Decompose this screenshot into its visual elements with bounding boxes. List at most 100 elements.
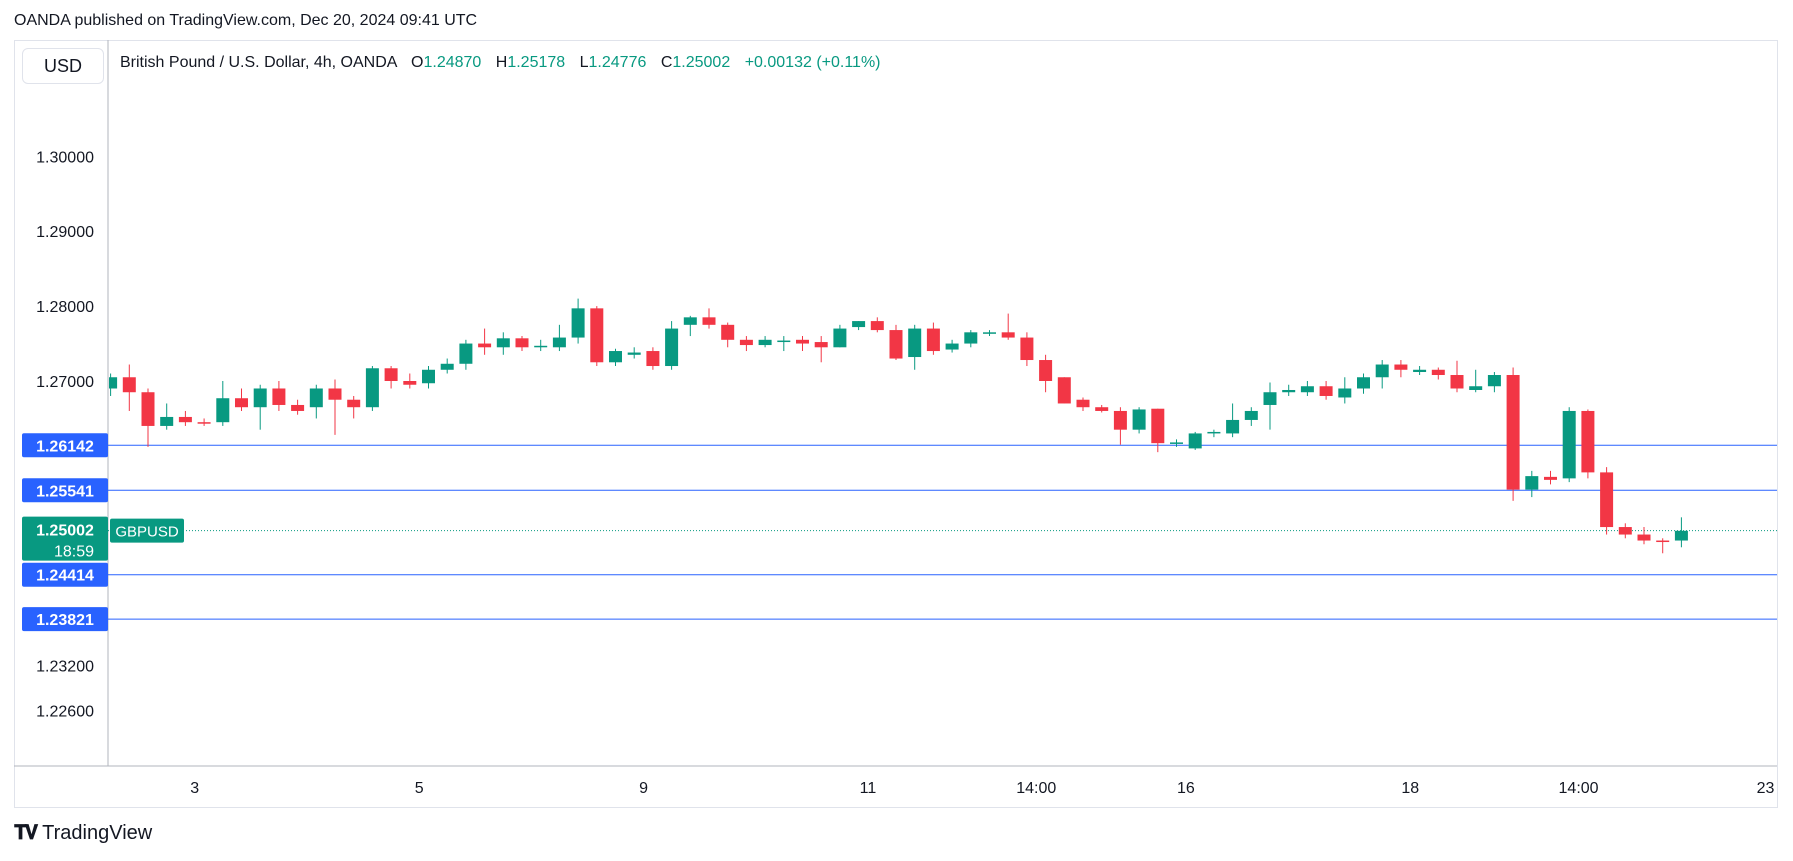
candle[interactable] bbox=[1431, 367, 1445, 380]
candle[interactable] bbox=[384, 366, 398, 389]
candle[interactable] bbox=[365, 366, 379, 411]
candle[interactable] bbox=[403, 373, 417, 389]
candle[interactable] bbox=[253, 384, 267, 430]
candle[interactable] bbox=[1656, 538, 1670, 554]
candle[interactable] bbox=[1095, 404, 1109, 413]
candle[interactable] bbox=[1151, 408, 1165, 453]
candle[interactable] bbox=[609, 348, 622, 367]
candle-body bbox=[758, 339, 772, 346]
candle[interactable] bbox=[141, 388, 155, 447]
candle[interactable] bbox=[1020, 332, 1034, 367]
candle[interactable] bbox=[758, 336, 772, 348]
candle-body bbox=[1487, 375, 1501, 387]
candle[interactable] bbox=[870, 317, 884, 333]
candle[interactable] bbox=[440, 358, 454, 374]
candle[interactable] bbox=[197, 418, 211, 426]
candle[interactable] bbox=[1357, 373, 1370, 394]
candle[interactable] bbox=[1413, 366, 1427, 376]
candle[interactable] bbox=[1618, 523, 1632, 539]
candle[interactable] bbox=[459, 339, 473, 370]
candle[interactable] bbox=[1375, 360, 1389, 389]
candle[interactable] bbox=[721, 322, 735, 348]
bar-countdown-label: 18:59 bbox=[54, 544, 94, 561]
candle[interactable] bbox=[1600, 467, 1614, 535]
candle-body bbox=[1600, 472, 1614, 528]
candle[interactable] bbox=[1487, 372, 1501, 393]
candle-body bbox=[1020, 337, 1034, 361]
candle[interactable] bbox=[216, 381, 230, 426]
candle[interactable] bbox=[1076, 397, 1090, 411]
candle[interactable] bbox=[272, 381, 286, 411]
x-tick-label: 23 bbox=[1757, 780, 1775, 797]
level-price-tag bbox=[22, 562, 108, 587]
candle[interactable] bbox=[590, 306, 604, 367]
x-tick-label: 11 bbox=[860, 780, 877, 797]
candle[interactable] bbox=[908, 324, 922, 370]
candle[interactable] bbox=[1544, 470, 1557, 485]
candle[interactable] bbox=[571, 298, 585, 344]
candle[interactable] bbox=[496, 332, 510, 355]
level-price-tag bbox=[22, 478, 108, 503]
candle[interactable] bbox=[739, 336, 753, 352]
currency-selector[interactable]: USD bbox=[22, 48, 104, 84]
candle[interactable] bbox=[122, 364, 136, 411]
candle[interactable] bbox=[1244, 407, 1258, 426]
candle[interactable] bbox=[702, 308, 716, 329]
candle[interactable] bbox=[178, 410, 192, 426]
candle[interactable] bbox=[833, 324, 847, 348]
candle[interactable] bbox=[1450, 360, 1464, 393]
candle[interactable] bbox=[1319, 381, 1333, 400]
candle[interactable] bbox=[1057, 377, 1071, 404]
candle[interactable] bbox=[1338, 377, 1352, 404]
candle[interactable] bbox=[422, 366, 435, 389]
candle[interactable] bbox=[291, 399, 305, 415]
candle[interactable] bbox=[1637, 527, 1651, 545]
candle[interactable] bbox=[1226, 403, 1240, 438]
candle[interactable] bbox=[160, 403, 174, 430]
candle[interactable] bbox=[1581, 409, 1595, 479]
candle[interactable] bbox=[1300, 381, 1314, 396]
candle[interactable] bbox=[1562, 407, 1576, 483]
candle[interactable] bbox=[627, 347, 641, 359]
candle[interactable] bbox=[1674, 517, 1688, 548]
candle[interactable] bbox=[1469, 369, 1483, 393]
candle[interactable] bbox=[109, 373, 118, 396]
candle[interactable] bbox=[478, 328, 492, 355]
candle[interactable] bbox=[646, 347, 660, 370]
candle[interactable] bbox=[1188, 431, 1202, 450]
y-tick-label: 1.27000 bbox=[36, 374, 94, 391]
candle[interactable] bbox=[1263, 382, 1277, 430]
candle-body bbox=[1357, 377, 1370, 389]
candle[interactable] bbox=[347, 395, 361, 419]
candle[interactable] bbox=[665, 321, 679, 370]
candle[interactable] bbox=[534, 339, 548, 352]
candle[interactable] bbox=[1207, 429, 1221, 438]
candle[interactable] bbox=[1001, 313, 1015, 340]
candle[interactable] bbox=[683, 315, 697, 337]
candle[interactable] bbox=[1506, 367, 1520, 501]
candle[interactable] bbox=[814, 336, 828, 363]
candle[interactable] bbox=[515, 336, 529, 352]
candle[interactable] bbox=[1132, 407, 1146, 434]
candle[interactable] bbox=[777, 336, 791, 352]
candle[interactable] bbox=[1039, 354, 1053, 393]
candle[interactable] bbox=[926, 322, 940, 355]
tradingview-logo[interactable]: 𝐓𝐕 TradingView bbox=[14, 822, 152, 845]
candle[interactable] bbox=[889, 324, 903, 361]
candle[interactable] bbox=[983, 330, 996, 337]
candle[interactable] bbox=[1282, 384, 1296, 396]
candle[interactable] bbox=[945, 339, 959, 353]
candle[interactable] bbox=[1113, 407, 1127, 445]
candle[interactable] bbox=[1394, 360, 1408, 378]
candle[interactable] bbox=[552, 324, 566, 352]
candle[interactable] bbox=[852, 321, 866, 331]
candle[interactable] bbox=[796, 336, 809, 352]
candle[interactable] bbox=[1525, 470, 1539, 498]
candle[interactable] bbox=[235, 388, 248, 411]
tradingview-brand-text: TradingView bbox=[42, 822, 153, 844]
candle[interactable] bbox=[1170, 439, 1183, 447]
candle[interactable] bbox=[964, 330, 978, 348]
candle[interactable] bbox=[328, 379, 342, 435]
candle[interactable] bbox=[309, 384, 323, 419]
